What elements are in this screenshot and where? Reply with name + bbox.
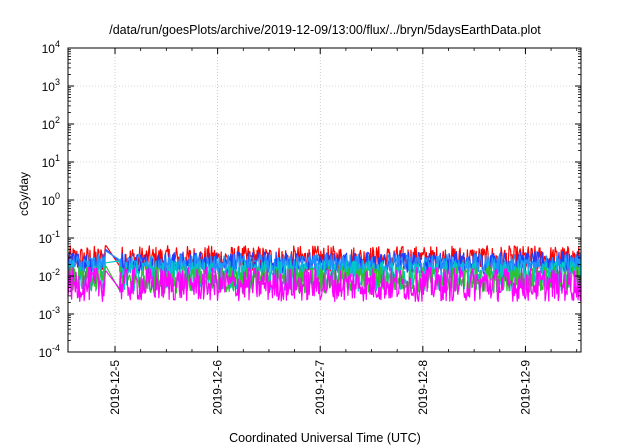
y-tick-label: 10-4 xyxy=(39,343,60,360)
y-tick-label: 102 xyxy=(42,115,60,132)
y-tick-exponent: 3 xyxy=(55,77,60,87)
x-axis: 2019-12-5 2019-12-6 2019-12-7 2019-12-8 2019… xyxy=(108,48,578,415)
y-tick-base: 10 xyxy=(39,346,53,360)
y-tick-base: 10 xyxy=(42,80,56,94)
x-tick-label: 2019-12-9 xyxy=(518,360,532,415)
y-tick-base: 10 xyxy=(42,42,56,56)
y-tick-exponent: 4 xyxy=(55,39,60,49)
plot-area-frame xyxy=(67,47,582,353)
y-axis-label: cGy/day xyxy=(17,172,31,216)
y-tick-label: 103 xyxy=(42,77,60,94)
y-tick-label: 10-2 xyxy=(39,267,60,284)
y-tick-base: 10 xyxy=(42,194,56,208)
y-tick-exponent: -3 xyxy=(52,305,60,315)
y-tick-base: 10 xyxy=(42,156,56,170)
x-tick-label: 2019-12-8 xyxy=(416,360,430,415)
y-tick-label: 104 xyxy=(42,39,60,56)
y-tick-exponent: -1 xyxy=(52,229,60,239)
y-tick-base: 10 xyxy=(39,232,53,246)
series-group xyxy=(67,245,582,303)
y-tick-exponent: 2 xyxy=(55,115,60,125)
y-tick-exponent: 0 xyxy=(55,191,60,201)
y-tick-base: 10 xyxy=(42,118,56,132)
y-tick-exponent: 1 xyxy=(55,153,60,163)
y-tick-label: 10-1 xyxy=(39,229,60,246)
x-tick-label: 2019-12-7 xyxy=(313,360,327,415)
y-tick-base: 10 xyxy=(39,308,53,322)
grid-lines xyxy=(68,47,581,353)
chart-title: /data/run/goesPlots/archive/2019-12-09/1… xyxy=(109,23,541,37)
y-tick-label: 10-3 xyxy=(39,305,60,322)
x-tick-label: 2019-12-6 xyxy=(211,360,225,415)
y-tick-base: 10 xyxy=(39,270,53,284)
y-tick-label: 101 xyxy=(42,153,60,170)
y-tick-exponent: -2 xyxy=(52,267,60,277)
y-tick-exponent: -4 xyxy=(52,343,60,353)
x-tick-label: 2019-12-5 xyxy=(108,360,122,415)
x-axis-label: Coordinated Universal Time (UTC) xyxy=(229,431,421,445)
series-line xyxy=(67,266,582,303)
y-tick-label: 100 xyxy=(42,191,60,208)
